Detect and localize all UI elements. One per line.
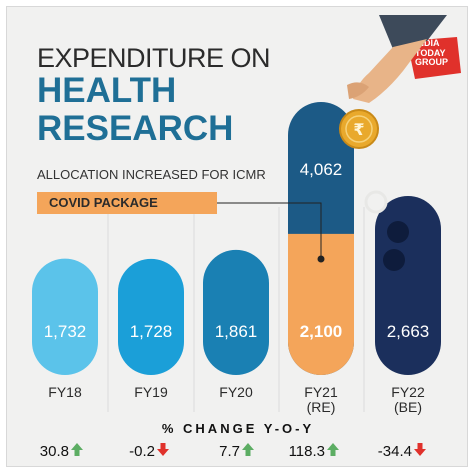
hand-shape [353, 39, 427, 103]
category-label: FY18 [48, 384, 82, 400]
bar-value-label: 1,732 [44, 322, 87, 341]
yoy-change-title: % CHANGE Y-O-Y [161, 421, 315, 436]
covid-connector-dot [317, 255, 325, 263]
category-label: FY21 [304, 384, 338, 400]
bar-1 [118, 258, 184, 375]
infographic-card: EXPENDITURE ON HEALTH RESEARCH ALLOCATIO… [6, 6, 468, 467]
bar-4 [375, 196, 441, 375]
arrow-down-icon [157, 443, 169, 456]
bubble-icon [387, 221, 409, 243]
rupee-icon: ₹ [353, 120, 364, 139]
bar-0 [32, 258, 98, 375]
bar-value-label: 4,062 [300, 160, 343, 179]
category-label: FY19 [134, 384, 168, 400]
category-label: (BE) [394, 399, 422, 415]
arrow-up-icon [242, 443, 254, 456]
category-label: (RE) [307, 399, 336, 415]
yoy-value: 118.3 [289, 443, 325, 460]
yoy-value: 7.7 [219, 443, 240, 460]
arrow-down-icon [414, 443, 426, 456]
arrow-up-icon [327, 443, 339, 456]
covid-connector-line [217, 202, 322, 259]
covid-value-label: 2,100 [300, 322, 343, 341]
yoy-value: -0.2 [129, 443, 155, 460]
logo-text: INDIA TODAY GROUP [415, 38, 449, 67]
hand-holding-coin-illustration: ₹ [339, 15, 447, 149]
coin-ring [345, 115, 373, 143]
category-label: FY22 [391, 384, 425, 400]
finger-shape [347, 82, 369, 99]
title-line-3: RESEARCH [37, 109, 234, 148]
yoy-value: 30.8 [40, 443, 69, 460]
title-line-1: EXPENDITURE ON [37, 43, 271, 73]
bar-value-label: 2,663 [387, 322, 430, 341]
covid-package-segment [288, 233, 354, 375]
category-label: FY20 [219, 384, 253, 400]
bar-2 [203, 249, 269, 375]
title-line-2: HEALTH [37, 71, 177, 110]
bar-value-label: 1,728 [130, 322, 173, 341]
bubble-icon [364, 190, 388, 214]
yoy-value: -34.4 [378, 443, 412, 460]
bar-value-label: 1,861 [215, 322, 258, 341]
sleeve-shape [379, 15, 447, 49]
bubble-icon [383, 249, 405, 271]
covid-package-label: COVID PACKAGE [37, 192, 217, 214]
bar-chart: ₹ 1,732 1,728 1,861 4,062 2,663 2,100 FY18 FY19… [32, 15, 447, 460]
arrow-up-icon [71, 443, 83, 456]
subtitle: ALLOCATION INCREASED FOR ICMR [37, 167, 266, 182]
